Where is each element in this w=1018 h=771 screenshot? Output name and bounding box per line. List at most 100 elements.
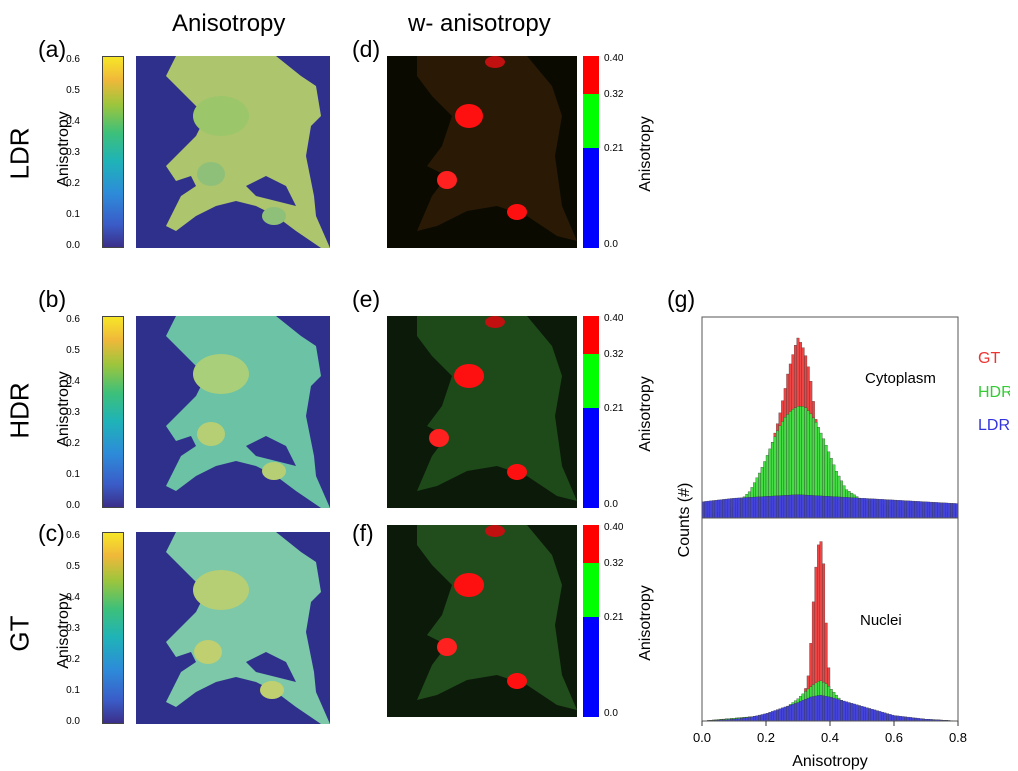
bar-ldr (909, 500, 913, 519)
bar-ldr (814, 695, 818, 722)
bar-ldr (834, 496, 838, 519)
bar-ldr (901, 716, 905, 722)
bar-ldr (730, 498, 733, 519)
tick-label: 0.6 (66, 314, 80, 325)
bar-ldr (855, 704, 859, 722)
bar-ldr (950, 503, 954, 519)
bar-ldr (832, 697, 836, 722)
bar-ldr (799, 494, 802, 519)
tick-label: 0.3 (66, 147, 80, 158)
column-title-anisotropy: Anisotropy (172, 10, 286, 37)
colorbar-d-blue (583, 148, 599, 248)
nucleus-e3 (507, 464, 527, 480)
panel-label-d: (d) (352, 36, 381, 62)
colorbar-axis-label-d: Anisotropy (637, 116, 654, 192)
tick-label: 0.4 (66, 116, 80, 127)
tick-label: 0.2 (66, 178, 80, 189)
bar-ldr (829, 697, 833, 722)
gap-a (246, 176, 296, 206)
bar-ldr (781, 707, 785, 722)
bar-ldr (788, 705, 792, 722)
tick-label: 0.0 (66, 240, 80, 251)
bar-ldr (932, 502, 936, 519)
bar-ldr (763, 713, 767, 722)
bar-ldr (819, 695, 823, 722)
bar-ldr (840, 496, 843, 519)
bar-ldr (747, 497, 751, 519)
tick-label: 0.3 (66, 623, 80, 634)
nucleus-f1 (454, 573, 484, 597)
bar-ldr (904, 500, 907, 519)
bar-ldr (927, 501, 930, 519)
bar-ldr (842, 700, 846, 722)
bar-ldr (865, 707, 869, 722)
bar-ldr (791, 704, 795, 722)
tick-label: 0.1 (66, 685, 80, 696)
nucleus-f2 (437, 638, 457, 656)
panel-label-b: (b) (38, 286, 67, 312)
bar-ldr (868, 498, 872, 519)
annotation-cytoplasm: Cytoplasm (865, 370, 936, 387)
bar-ldr (806, 495, 810, 519)
tick-label: 0.40 (604, 522, 624, 533)
nucleus-a2 (197, 162, 225, 186)
nucleus-f3 (507, 673, 527, 689)
bar-ldr (727, 498, 731, 519)
colorbar-d (583, 56, 599, 248)
bar-ldr (806, 697, 810, 722)
tick-label: 0.0 (66, 716, 80, 727)
bar-ldr (717, 499, 721, 519)
bar-ldr (755, 496, 759, 519)
bar-ldr (860, 706, 864, 722)
cell-region-c (166, 532, 330, 724)
panel-label-a: (a) (38, 36, 67, 62)
bar-ldr (873, 709, 877, 722)
bar-ldr (858, 497, 861, 519)
bar-ldr (898, 716, 902, 722)
bar-ldr (773, 495, 777, 519)
bar-ldr (714, 500, 718, 519)
bar-ldr (817, 495, 820, 519)
nucleus-c3 (260, 681, 284, 699)
legend-hdr: HDR (978, 384, 1010, 401)
bar-ldr (883, 499, 887, 519)
bar-ldr (768, 712, 772, 722)
colorbar-f-green (583, 563, 599, 617)
bar-ldr (893, 715, 897, 722)
bar-ldr (750, 716, 754, 722)
bar-ldr (881, 499, 884, 519)
gap-c (246, 652, 296, 682)
tick-label: 0.3 (66, 407, 80, 418)
legend-gt: GT (978, 350, 1000, 367)
tick-label: 0.4 (66, 592, 80, 603)
tick-label: 0.0 (604, 499, 618, 510)
colorbar-e (583, 316, 599, 508)
bar-ldr (765, 496, 769, 519)
bar-ldr (939, 502, 943, 519)
bar-ldr (947, 502, 951, 519)
anisotropy-map-ldr (136, 56, 330, 248)
bar-ldr (712, 500, 715, 519)
cell-region-e (417, 316, 577, 501)
bar-ldr (873, 498, 877, 519)
bar-ldr (827, 696, 831, 722)
nucleus-d3 (507, 204, 527, 220)
colorbar-f-blue (583, 617, 599, 717)
bar-ldr (819, 495, 823, 519)
bar-ldr (760, 496, 764, 519)
x-axis-label: Anisotropy (792, 753, 868, 770)
bar-ldr (919, 501, 923, 519)
colorbar-e-blue (583, 408, 599, 508)
bar-ldr (801, 700, 805, 722)
bar-ldr (794, 703, 797, 722)
w-anisotropy-map-ldr (387, 56, 577, 248)
bar-ldr (837, 699, 841, 722)
colorbar-d-red (583, 56, 599, 94)
histogram-cytoplasm (701, 337, 959, 519)
x-tick-label: 0.4 (821, 730, 839, 745)
bar-ldr (794, 494, 797, 519)
bar-ldr (817, 695, 820, 722)
bar-ldr (758, 496, 762, 519)
bar-ldr (747, 717, 751, 722)
bar-ldr (878, 711, 882, 722)
